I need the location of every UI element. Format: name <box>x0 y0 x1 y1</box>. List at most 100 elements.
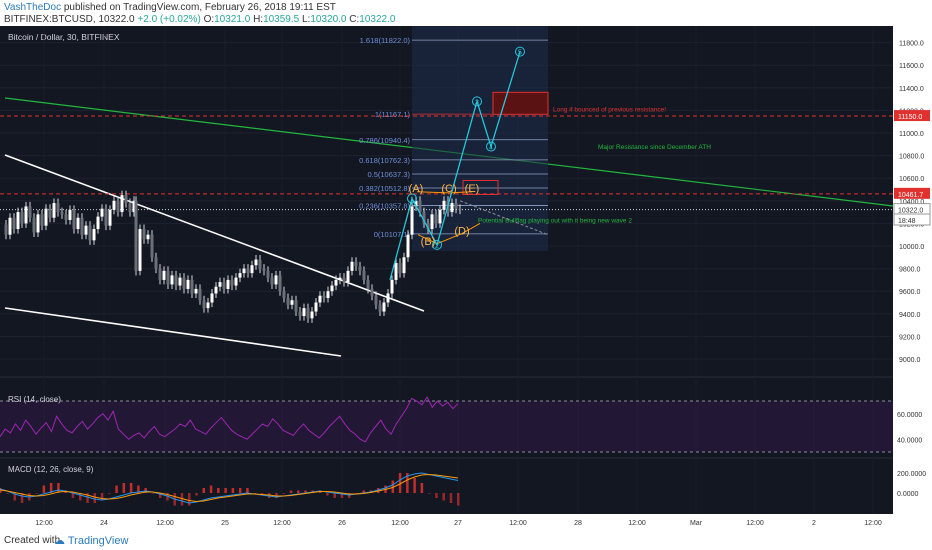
bullflag-lower-line[interactable] <box>417 222 481 245</box>
bullflag-upper-line[interactable] <box>416 191 473 194</box>
abcde-label: (D) <box>454 226 469 238</box>
abcde-label: (C) <box>441 183 456 195</box>
rsi-band <box>0 401 893 452</box>
macd-histogram-bar <box>398 473 402 493</box>
price-candle-body <box>142 229 146 240</box>
long-entry-box[interactable] <box>492 91 549 115</box>
macd-signal-line <box>0 473 459 503</box>
time-axis[interactable] <box>0 514 932 532</box>
price-candle-body <box>194 288 198 294</box>
price-tick-label: 10800.0 <box>899 154 924 161</box>
price-candle-body <box>270 277 274 285</box>
price-candle-body <box>310 311 314 319</box>
time-tick-label: 28 <box>574 520 582 527</box>
price-candle-body <box>390 279 394 294</box>
macd-histogram-bar <box>188 493 191 506</box>
price-tick-label: 9600.0 <box>899 289 921 296</box>
low-value: 10320.0 <box>310 14 347 25</box>
price-candle-body <box>242 268 246 274</box>
price-candle-body <box>112 200 116 210</box>
macd-histogram-bar <box>108 493 111 494</box>
macd-histogram-bar <box>442 493 445 501</box>
wave-label: 1 <box>410 197 414 204</box>
macd-histogram-bar <box>355 493 358 494</box>
wave-label: 3 <box>475 99 479 106</box>
wave-marker <box>472 96 482 107</box>
price-candle-body <box>422 212 426 224</box>
price-candle-body <box>76 217 80 230</box>
price-axis[interactable] <box>893 26 932 532</box>
price-candle-body <box>174 275 178 286</box>
fib-level-label: 1.618(11822.0) <box>360 36 411 45</box>
price-candle-body <box>278 275 282 292</box>
price-candle-body <box>406 234 410 258</box>
open-value: 10321.0 <box>214 14 251 25</box>
macd-histogram-bar <box>435 493 438 498</box>
price-candle-body <box>170 275 174 285</box>
price-candle-body <box>60 212 64 215</box>
price-candle-body <box>88 225 92 241</box>
macd-histogram-bar <box>78 493 82 501</box>
price-tag-label: 10461.7 <box>898 192 923 199</box>
price-tag-label: 10322.0 <box>898 208 923 215</box>
price-candle-body <box>146 234 150 240</box>
macd-tick-label: 200.0000 <box>897 471 926 478</box>
price-candle-body <box>150 234 154 258</box>
macd-histogram-bar <box>457 493 460 506</box>
abcde-labels: (A) (B) (C) (D) (E) <box>409 183 480 248</box>
wave-label: 2 <box>435 243 439 250</box>
price-candle-body <box>266 270 270 278</box>
macd-histogram-bar <box>42 485 46 493</box>
time-tick-label: 2 <box>812 520 816 527</box>
time-tick-label: 25 <box>221 520 229 527</box>
rsi-tick-label: 40.0000 <box>897 437 922 444</box>
author-link[interactable]: VashTheDoc <box>4 2 62 13</box>
price-candle-body <box>302 308 306 317</box>
fib-level-label: 0.618(10762.3) <box>359 156 410 165</box>
chart-annotation-text: Long if bounced of previous resistance! <box>553 107 666 114</box>
price-candle-body <box>326 291 330 298</box>
abcde-label: (B) <box>421 236 436 248</box>
macd-histogram-bar <box>6 493 9 494</box>
price-candle-body <box>322 295 326 298</box>
price-candle-body <box>218 282 222 287</box>
price-candle-body <box>294 300 298 312</box>
fib-level-label: 0(10107.1) <box>374 230 411 239</box>
price-candle-body <box>186 279 190 289</box>
wave-e-box[interactable] <box>462 179 499 195</box>
macd-histogram-bar <box>406 473 409 493</box>
price-candle-body <box>80 217 84 235</box>
macd-histogram-bar <box>166 493 169 501</box>
tradingview-logo[interactable]: ☁ TradingView <box>54 535 129 547</box>
price-candle-body <box>254 259 258 266</box>
price-candle-body <box>158 268 162 280</box>
price-tick-label: 10000.0 <box>899 244 924 251</box>
macd-histogram-bar <box>253 493 256 494</box>
falling-wedge-upper-trendline[interactable] <box>4 154 425 312</box>
macd-label: MACD (12, 26, close, 9) <box>8 465 94 474</box>
falling-wedge-lower-trendline[interactable] <box>4 307 342 357</box>
price-candle-body <box>426 223 430 230</box>
price-candle-body <box>120 195 124 213</box>
elliott-wave-projection[interactable] <box>389 51 521 281</box>
macd-histogram-bar <box>209 485 213 493</box>
price-candle-body <box>16 212 20 230</box>
time-tick-label: 24 <box>100 520 108 527</box>
time-tick-label: 27 <box>454 520 462 527</box>
price-candle-body <box>454 203 458 209</box>
price-candle-body <box>134 200 138 271</box>
macd-tick-labels: 200.0000 0.0000 <box>897 471 926 498</box>
macd-histogram-bar <box>391 480 395 493</box>
price-tag-box <box>893 213 931 226</box>
macd-histogram-bar <box>49 483 53 493</box>
macd-histogram-bar <box>413 478 416 493</box>
chart-annotation-text: Potential Bullflag playing out with it b… <box>478 217 632 224</box>
price-candle-body <box>298 311 302 317</box>
chart-annotations: Long if bounced of previous resistance! M… <box>478 107 711 225</box>
trading-chart[interactable]: Bitcoin / Dollar, 30, BITFINEX 9000.0 920… <box>0 26 932 532</box>
macd-histogram-bar <box>238 488 242 493</box>
price-candle-body <box>190 279 194 294</box>
fibonacci-zone[interactable] <box>412 26 548 251</box>
price-candle-body <box>24 206 28 224</box>
price-candle-body <box>314 302 318 312</box>
